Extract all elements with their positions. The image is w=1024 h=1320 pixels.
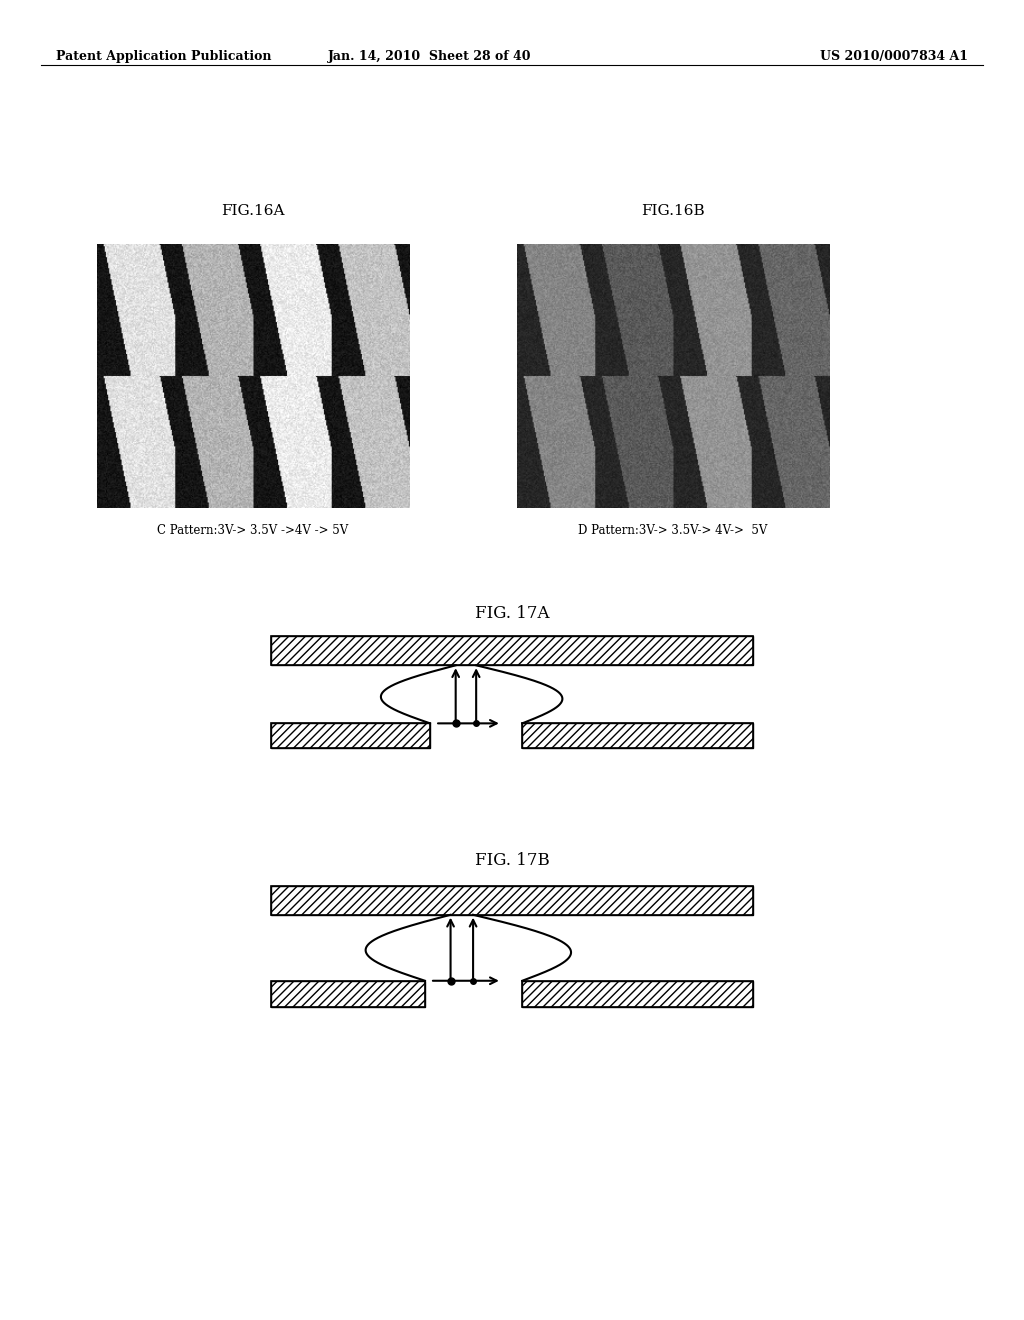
Text: FIG. 17B: FIG. 17B [475, 853, 549, 869]
Bar [522, 981, 753, 1007]
Bar [271, 886, 753, 915]
Text: D Pattern:3V-> 3.5V-> 4V->  5V: D Pattern:3V-> 3.5V-> 4V-> 5V [579, 524, 767, 537]
Text: FIG.16A: FIG.16A [221, 205, 285, 218]
Text: Patent Application Publication: Patent Application Publication [56, 50, 271, 63]
Text: C Pattern:3V-> 3.5V ->4V -> 5V: C Pattern:3V-> 3.5V ->4V -> 5V [158, 524, 348, 537]
Bar [271, 636, 753, 665]
Bar [271, 723, 430, 748]
Bar [271, 981, 425, 1007]
Bar [271, 886, 753, 915]
Text: FIG. 17A: FIG. 17A [475, 606, 549, 622]
Bar [271, 636, 753, 665]
Text: US 2010/0007834 A1: US 2010/0007834 A1 [819, 50, 968, 63]
Bar [522, 981, 753, 1007]
Bar [522, 723, 753, 748]
Bar [271, 723, 430, 748]
Bar [522, 723, 753, 748]
Text: FIG.16B: FIG.16B [641, 205, 705, 218]
Bar [271, 981, 425, 1007]
Text: Jan. 14, 2010  Sheet 28 of 40: Jan. 14, 2010 Sheet 28 of 40 [329, 50, 531, 63]
